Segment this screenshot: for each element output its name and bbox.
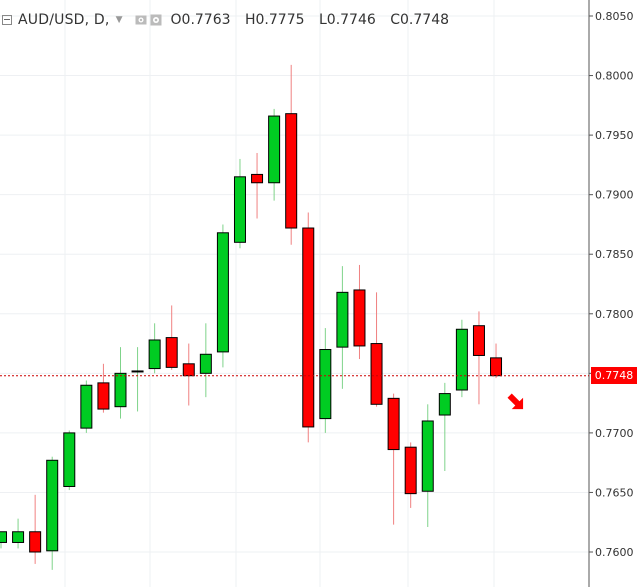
y-tick-label-7: 0.7700 — [595, 427, 634, 440]
candle-body-12 — [199, 353, 212, 374]
candle-body-20 — [336, 291, 349, 348]
ohlc-values: O0.7763 H0.7775 L0.7746 C0.7748 — [171, 12, 460, 28]
candle-body-27 — [455, 328, 468, 391]
y-tick-label-4: 0.7850 — [595, 248, 634, 261]
y-tick-label-1: 0.8000 — [595, 70, 634, 83]
candle-body-9 — [148, 339, 161, 370]
low-label: L — [318, 12, 327, 28]
candle-body-1 — [12, 531, 25, 543]
candle-body-24 — [404, 446, 417, 495]
candle-body-28 — [472, 325, 485, 356]
candle-body-14 — [233, 176, 246, 243]
open-value: 0.7763 — [181, 12, 231, 28]
open-label: O — [170, 12, 182, 28]
candle-body-4 — [63, 432, 76, 487]
candle-body-26 — [438, 393, 451, 416]
low-value: 0.7746 — [326, 12, 376, 28]
collapse-icon[interactable] — [2, 15, 12, 25]
close-label: C — [390, 12, 401, 28]
y-tick-label-9: 0.7600 — [595, 546, 634, 559]
candle-body-17 — [285, 113, 298, 229]
candle-body-15 — [251, 173, 264, 184]
candle-body-6 — [97, 382, 110, 410]
gear-icon[interactable] — [150, 14, 162, 26]
candle-body-13 — [216, 232, 229, 353]
candle-body-29 — [490, 357, 503, 377]
y-tick-label-8: 0.7650 — [595, 486, 634, 499]
candle-body-8 — [131, 370, 144, 373]
candle-body-7 — [114, 372, 127, 408]
high-value: 0.7775 — [255, 12, 305, 28]
candle-body-21 — [353, 289, 366, 347]
chevron-down-icon[interactable]: ▼ — [115, 15, 123, 25]
candle-body-10 — [165, 337, 178, 368]
candle-body-23 — [387, 397, 400, 451]
chart-legend: AUD/USD, D, ▼ O0.7763 H0.7775 L0.7746 C0… — [2, 9, 459, 31]
candle-body-19 — [319, 349, 332, 420]
last-price-tag: 0.7748 — [591, 367, 637, 385]
y-tick-label-2: 0.7950 — [595, 129, 634, 142]
candle-body-18 — [302, 227, 315, 428]
candle-body-22 — [370, 343, 383, 405]
eye-icon[interactable] — [135, 14, 147, 26]
candle-body-11 — [182, 363, 195, 377]
candle-body-2 — [29, 531, 42, 553]
symbol-label[interactable]: AUD/USD, D, — [18, 12, 110, 28]
y-tick-label-5: 0.7800 — [595, 308, 634, 321]
close-value: 0.7748 — [400, 12, 450, 28]
candle-body-16 — [268, 115, 281, 184]
candle-body-25 — [421, 420, 434, 492]
candle-body-3 — [46, 459, 59, 552]
candle-body-0 — [0, 531, 7, 543]
down-right-arrow-icon — [507, 393, 524, 410]
candle-body-5 — [80, 384, 93, 429]
y-tick-label-3: 0.7900 — [595, 189, 634, 202]
y-tick-label-0: 0.8050 — [595, 10, 634, 23]
high-label: H — [244, 12, 256, 28]
